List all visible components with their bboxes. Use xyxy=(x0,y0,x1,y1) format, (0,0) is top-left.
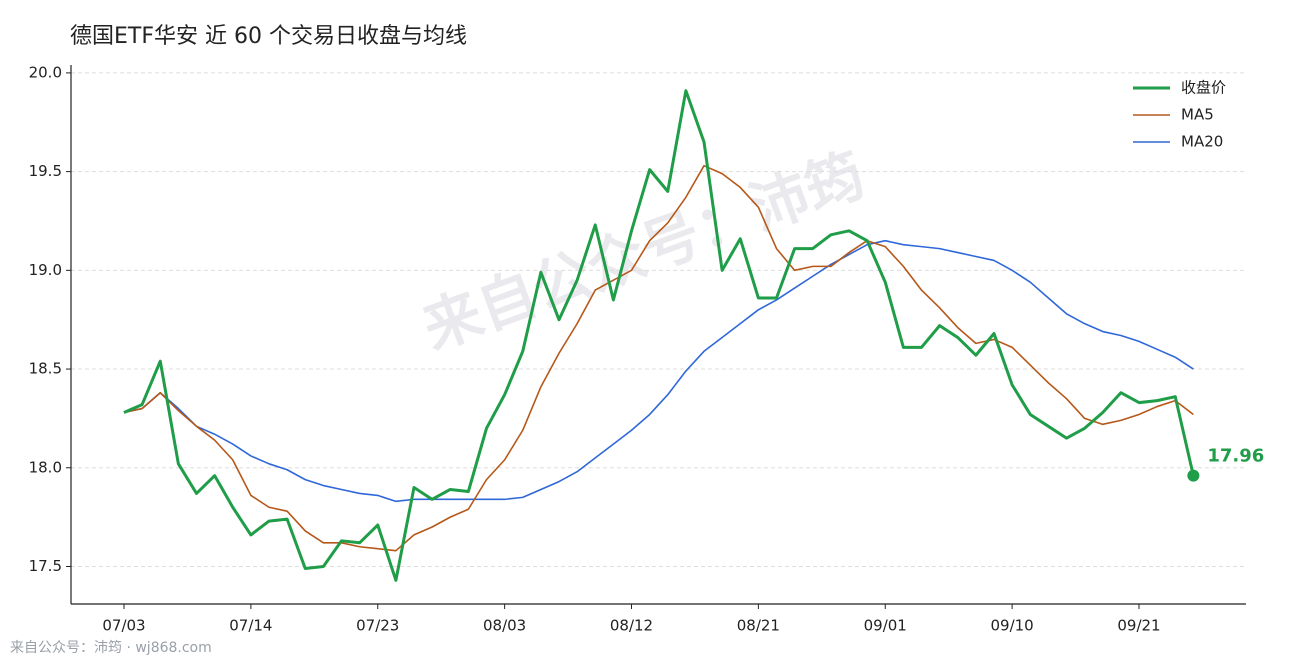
x-tick-label: 07/14 xyxy=(229,617,272,635)
last-point xyxy=(1187,469,1200,482)
line xyxy=(123,239,1194,503)
last-value-label: 17.96 xyxy=(1207,446,1264,467)
legend-label: 收盘价 xyxy=(1181,79,1226,97)
legend-label: MA20 xyxy=(1181,133,1223,151)
x-tick-label: 08/03 xyxy=(483,617,526,635)
chart-title: 德国ETF华安 近 60 个交易日收盘与均线 xyxy=(70,24,467,49)
legend-label: MA5 xyxy=(1181,106,1214,124)
x-tick-label: 08/21 xyxy=(737,617,780,635)
x-tick-label: 09/10 xyxy=(991,617,1034,635)
y-tick-label: 17.5 xyxy=(29,557,62,575)
x-tick-label: 09/01 xyxy=(864,617,907,635)
x-tick-label: 09/21 xyxy=(1117,617,1160,635)
line xyxy=(123,89,1195,582)
x-tick-label: 07/23 xyxy=(356,617,399,635)
y-tick-label: 19.5 xyxy=(29,162,62,180)
y-tick-label: 20.0 xyxy=(29,63,62,81)
x-tick-label: 07/03 xyxy=(102,617,145,635)
y-tick-label: 18.5 xyxy=(29,360,62,378)
y-tick-label: 18.0 xyxy=(29,458,62,476)
x-tick-label: 08/12 xyxy=(610,617,653,635)
line xyxy=(123,164,1194,552)
y-tick-label: 19.0 xyxy=(29,261,62,279)
footer: 来自公众号：沛筠 · wj868.com xyxy=(10,639,212,656)
